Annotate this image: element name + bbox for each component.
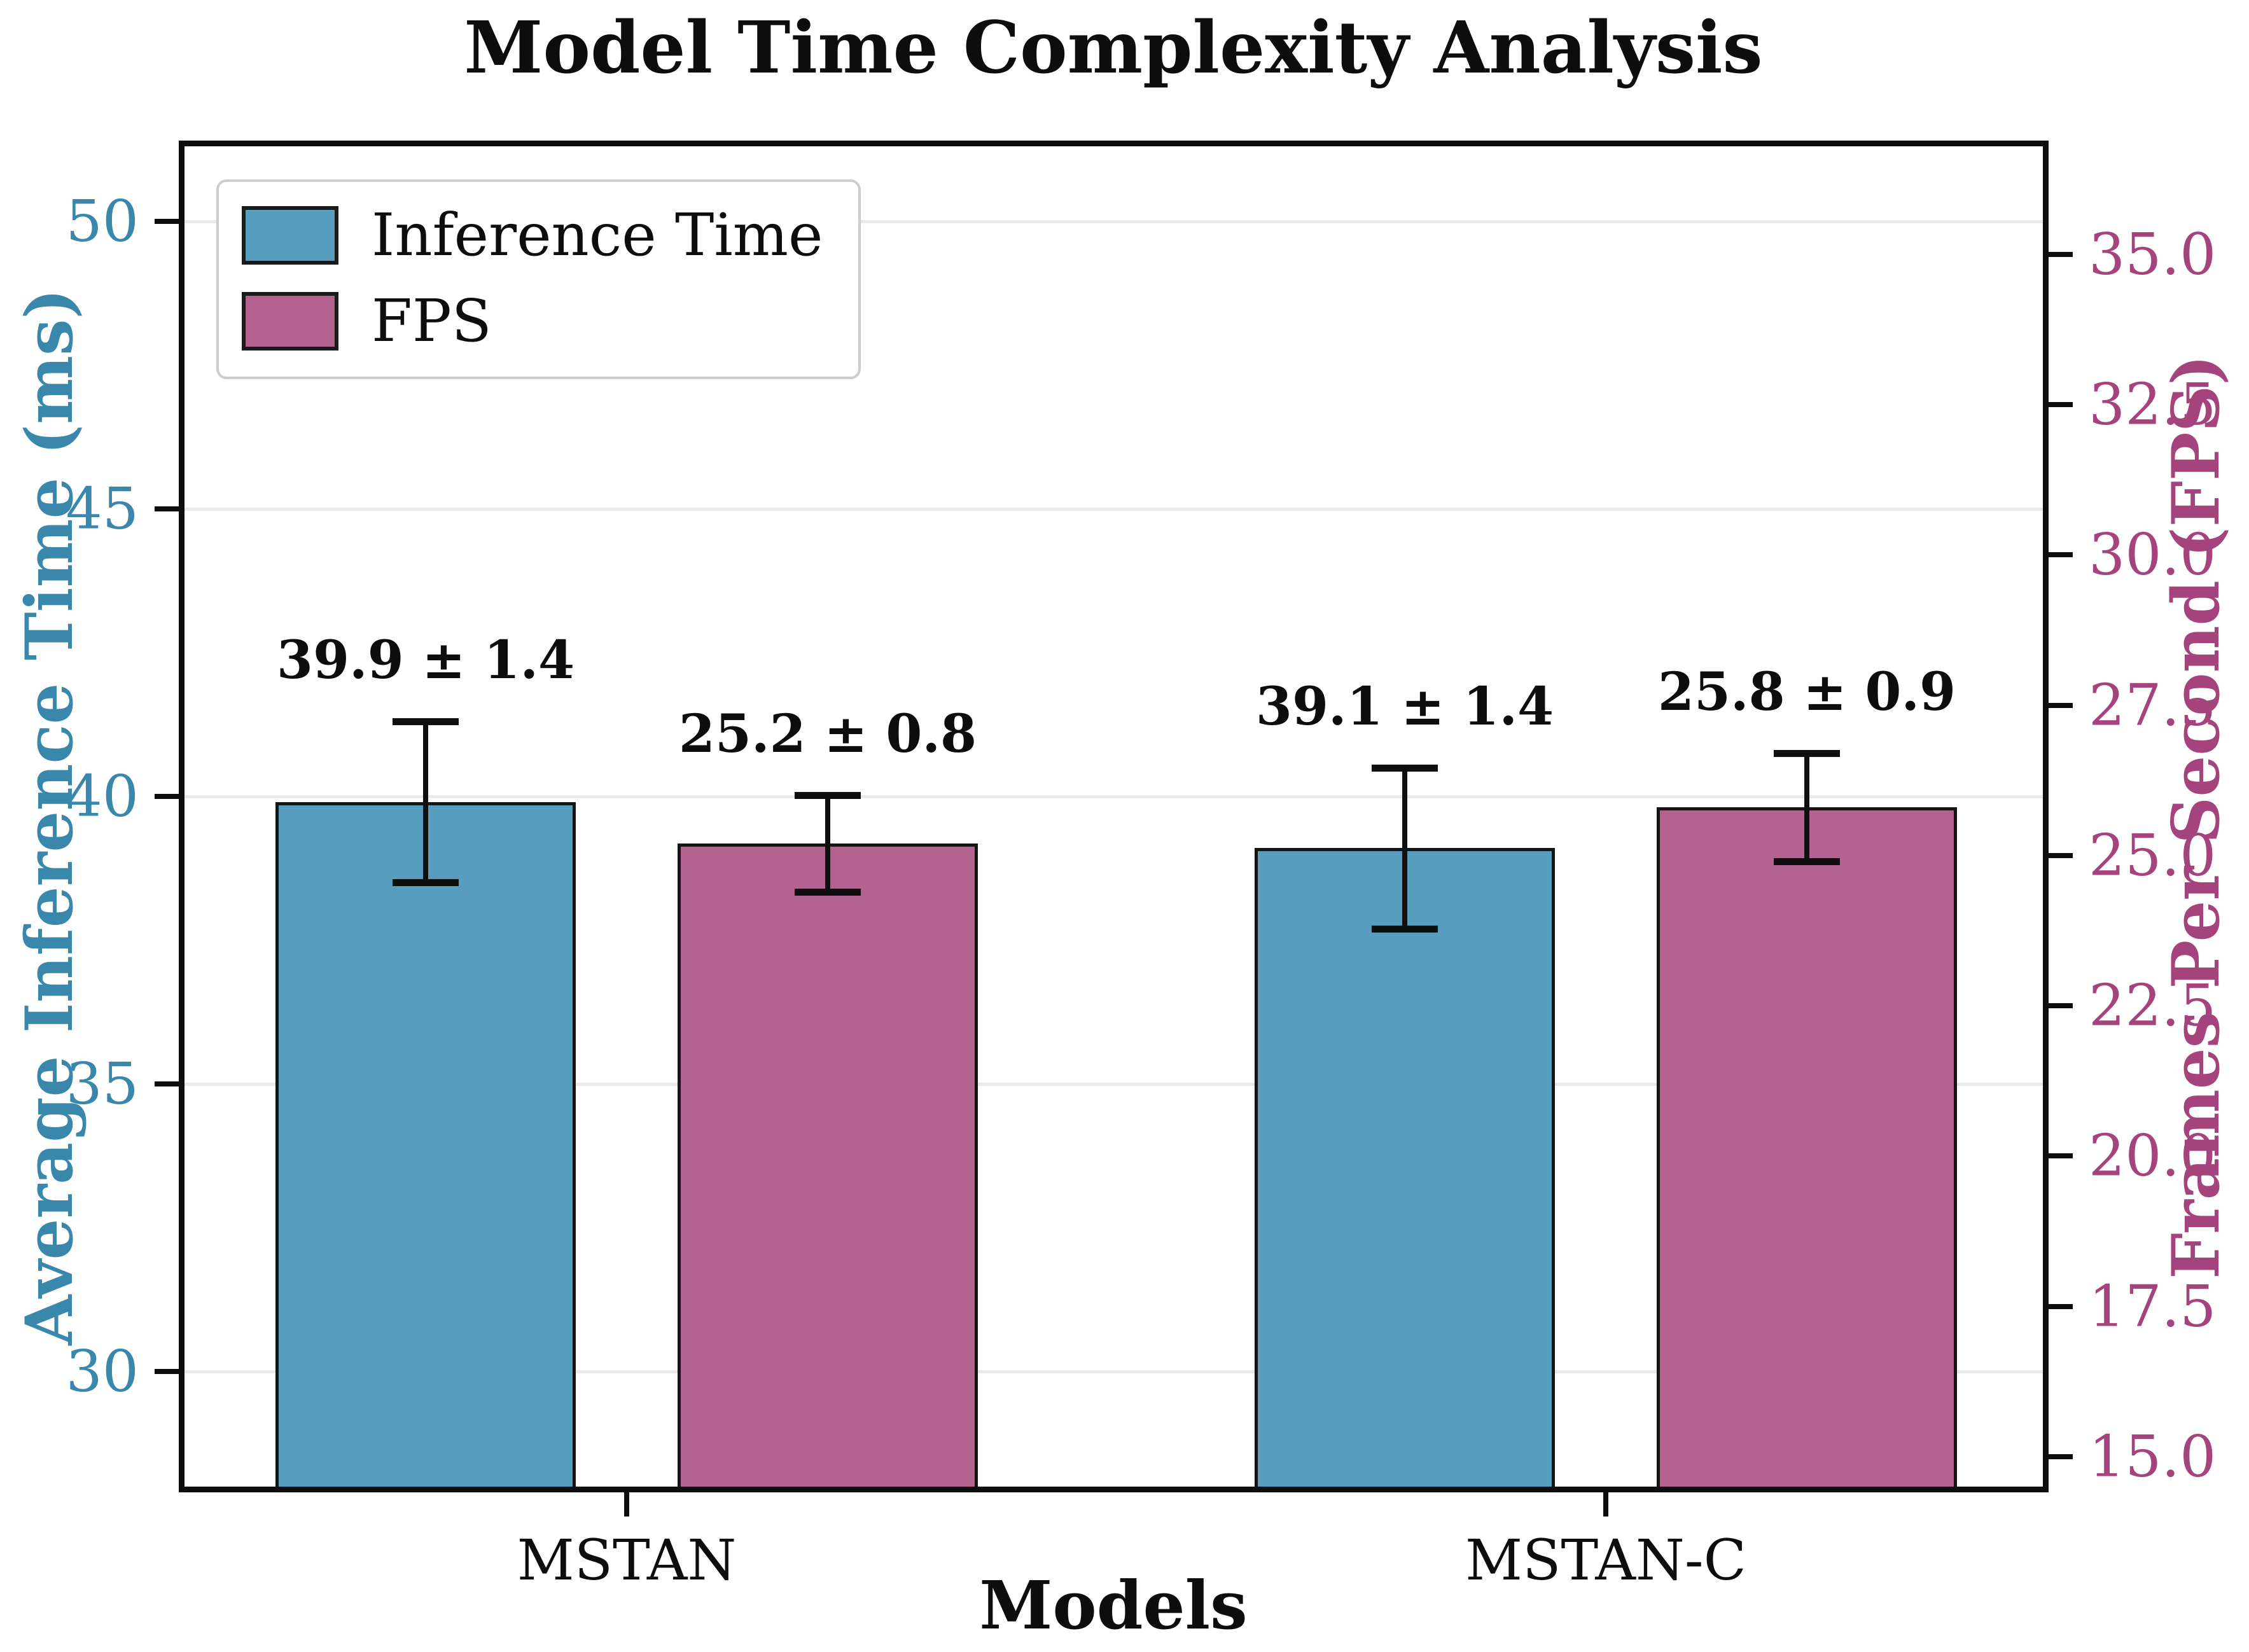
legend-label-inference-time: Inference Time xyxy=(372,201,823,269)
error-bar-cap xyxy=(795,792,861,800)
right-axis-tick xyxy=(2049,1003,2073,1009)
error-bar-cap xyxy=(1774,858,1840,866)
error-bar xyxy=(1402,767,1407,929)
right-axis-tick-label: 32.5 xyxy=(2089,371,2217,438)
x-axis-tick xyxy=(624,1492,629,1517)
right-axis-tick xyxy=(2049,1303,2073,1309)
error-bar-cap xyxy=(1774,750,1840,758)
legend-swatch-inference-time xyxy=(242,205,338,265)
left-axis-tick-label: 30 xyxy=(66,1338,139,1405)
left-axis-tick-label: 50 xyxy=(66,188,139,255)
error-bar xyxy=(1804,753,1809,862)
x-axis-label: Models xyxy=(979,1566,1248,1644)
left-axis-tick-label: 40 xyxy=(66,763,139,830)
right-axis-tick xyxy=(2049,252,2073,258)
right-axis-tick-label: 35.0 xyxy=(2089,221,2217,288)
legend-item-inference-time: Inference Time xyxy=(242,201,823,269)
right-axis-tick-label: 30.0 xyxy=(2089,521,2217,588)
gridline xyxy=(185,1370,2043,1374)
right-axis-tick xyxy=(2049,852,2073,858)
plot-border-top xyxy=(179,141,2049,146)
bar-value-label: 39.9 ± 1.4 xyxy=(276,630,575,691)
plot-border-left xyxy=(179,141,185,1492)
right-axis-tick xyxy=(2049,702,2073,708)
left-axis-tick-label: 35 xyxy=(66,1050,139,1118)
right-axis-tick-label: 22.5 xyxy=(2089,972,2217,1039)
error-bar-cap xyxy=(795,888,861,896)
legend-item-fps: FPS xyxy=(242,287,823,355)
plot-border-bottom xyxy=(179,1487,2049,1492)
right-axis-tick xyxy=(2049,402,2073,408)
chart-title: Model Time Complexity Analysis xyxy=(464,6,1763,90)
error-bar xyxy=(825,795,830,892)
right-axis-tick-label: 15.0 xyxy=(2089,1423,2217,1490)
right-axis-tick xyxy=(2049,552,2073,558)
left-axis-tick xyxy=(155,1369,179,1375)
bar-fps-mstan-c xyxy=(1657,807,1957,1487)
error-bar-cap xyxy=(393,879,459,887)
left-axis-tick-label: 45 xyxy=(66,475,139,543)
bar-fps-mstan xyxy=(678,843,978,1487)
right-axis-tick-label: 20.0 xyxy=(2089,1122,2217,1190)
error-bar-cap xyxy=(1372,764,1438,772)
left-axis-tick xyxy=(155,1081,179,1086)
x-axis-tick-label: MSTAN-C xyxy=(1465,1527,1746,1593)
right-axis-tick-label: 27.5 xyxy=(2089,672,2217,739)
right-axis-tick-label: 25.0 xyxy=(2089,822,2217,889)
gridline xyxy=(185,1082,2043,1086)
legend: Inference Time FPS xyxy=(216,179,861,379)
plot-area: Inference Time FPS 50 45 40 35 30 35.0 32.5 30.… xyxy=(66,141,2216,1593)
bar-inference-time-mstan xyxy=(275,802,576,1487)
bar-value-label: 25.8 ± 0.9 xyxy=(1657,662,1956,723)
bar-value-label: 25.2 ± 0.8 xyxy=(678,704,977,765)
x-axis-tick-label: MSTAN xyxy=(517,1527,737,1593)
right-axis-tick-label: 17.5 xyxy=(2089,1273,2217,1340)
error-bar-cap xyxy=(393,718,459,726)
left-axis-tick xyxy=(155,218,179,224)
bar-inference-time-mstan-c xyxy=(1255,848,1555,1487)
gridline xyxy=(185,507,2043,511)
right-axis-tick xyxy=(2049,1454,2073,1459)
legend-label-fps: FPS xyxy=(372,287,492,355)
x-axis-tick xyxy=(1603,1492,1608,1517)
gridline xyxy=(185,795,2043,798)
error-bar xyxy=(423,721,428,883)
error-bar-cap xyxy=(1372,925,1438,933)
plot-border-right xyxy=(2043,141,2049,1492)
right-axis-tick xyxy=(2049,1153,2073,1159)
left-axis-tick xyxy=(155,793,179,799)
left-axis-tick xyxy=(155,506,179,511)
legend-swatch-fps xyxy=(242,291,338,351)
gridline xyxy=(185,219,2043,223)
bar-value-label: 39.1 ± 1.4 xyxy=(1255,676,1554,737)
